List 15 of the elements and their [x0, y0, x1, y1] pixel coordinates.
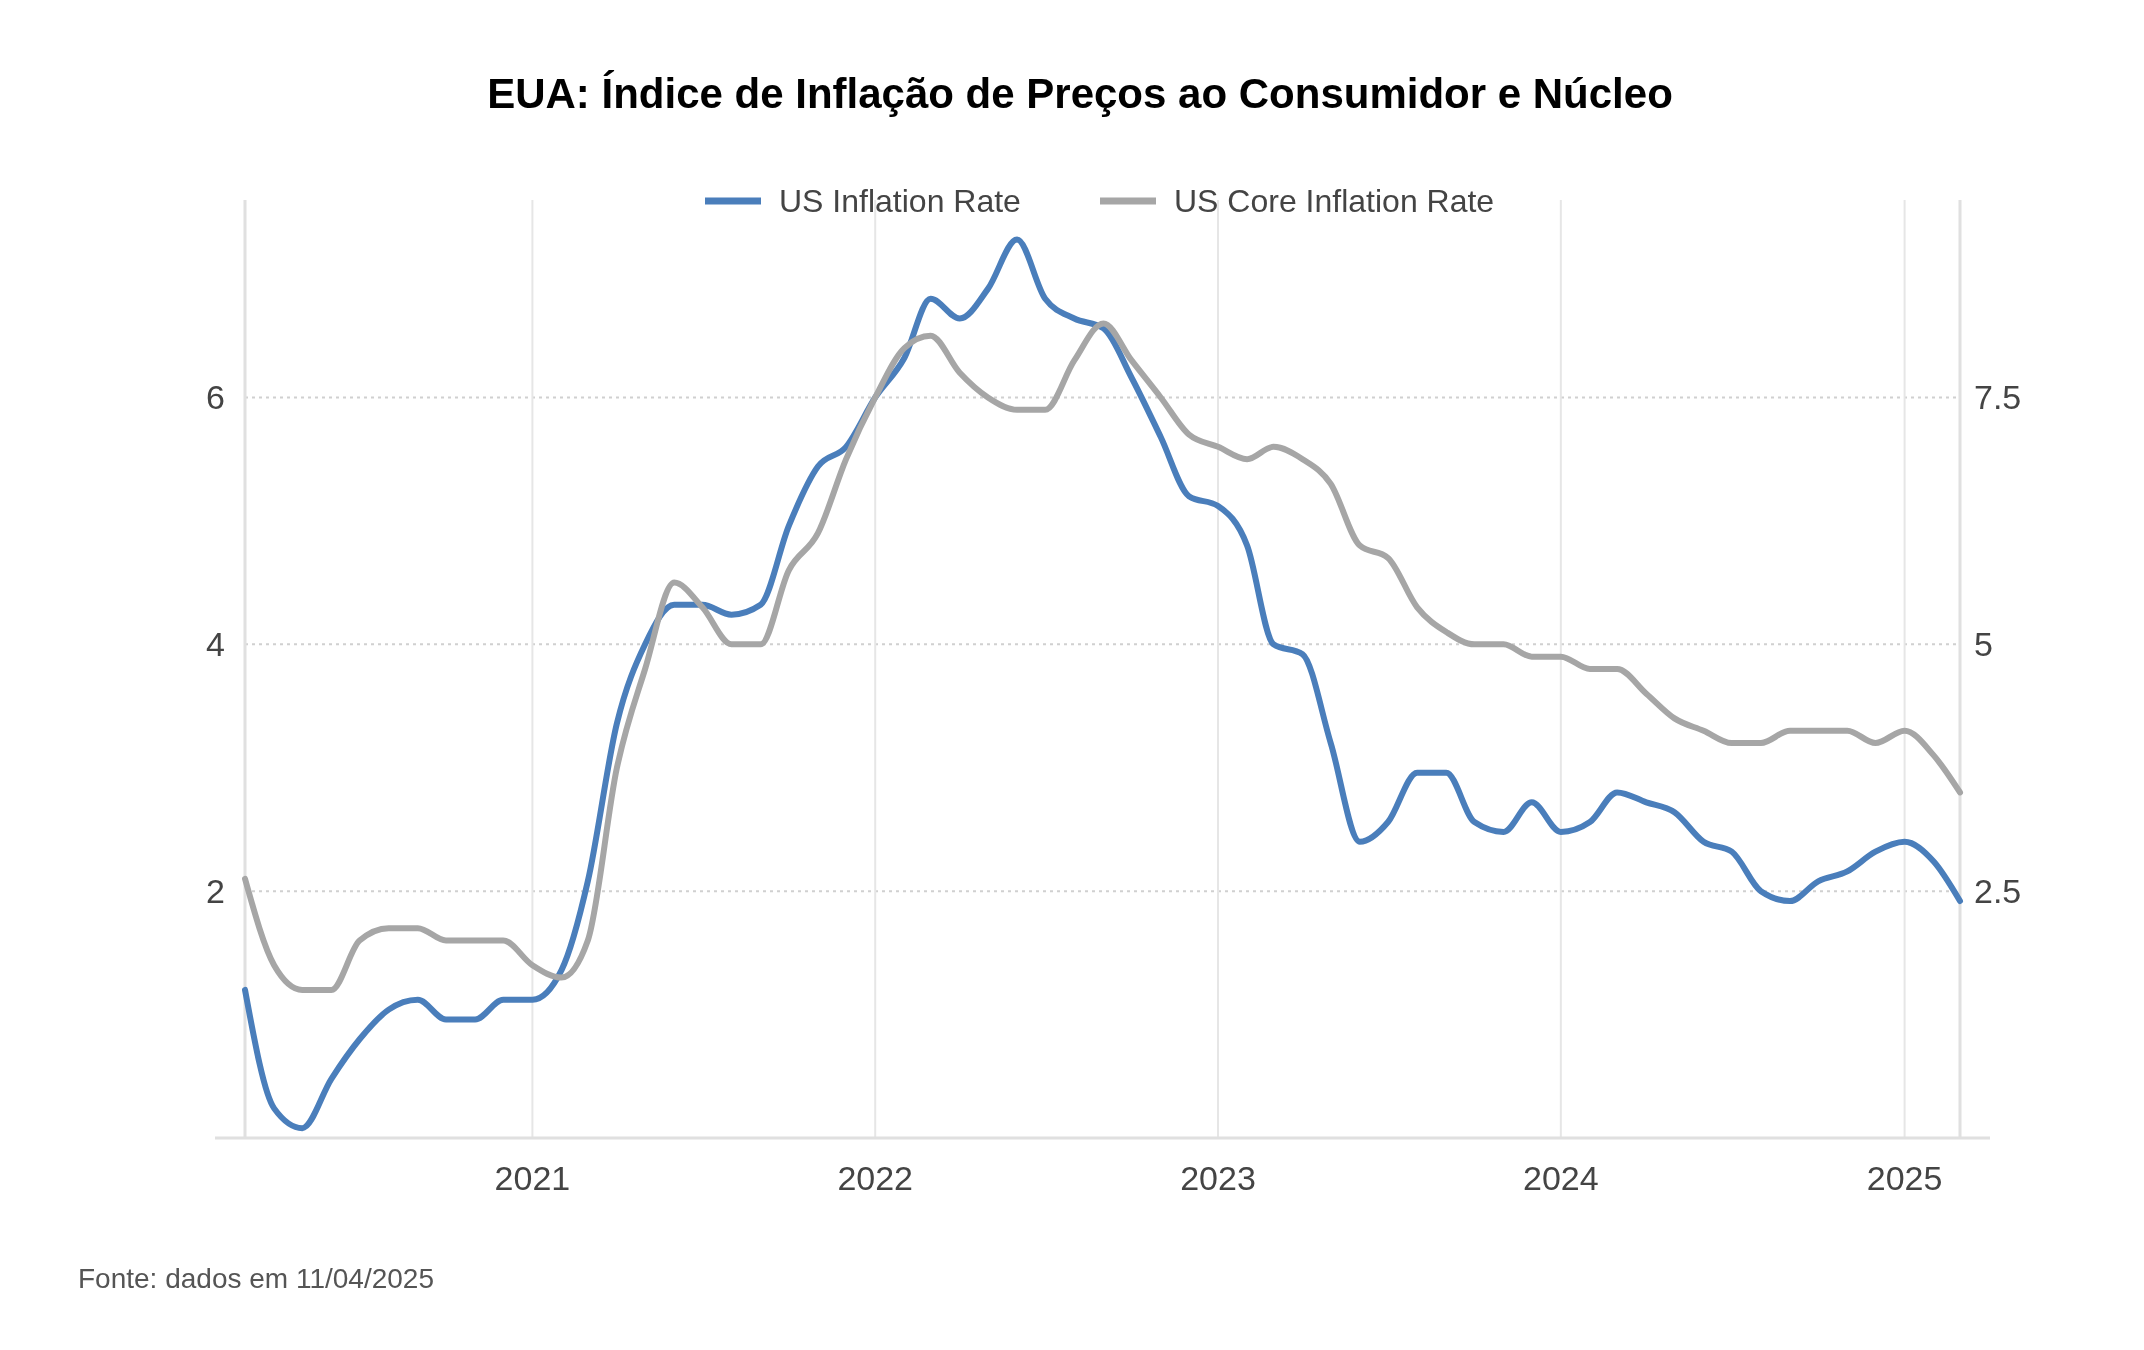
legend-label: US Core Inflation Rate — [1174, 183, 1495, 220]
y2-tick-label: 5 — [1974, 625, 1993, 664]
y-tick-label: 6 — [206, 378, 225, 417]
x-tick-label: 2025 — [1866, 1159, 1943, 1197]
x-tick-label: 2024 — [1523, 1159, 1599, 1197]
legend-label: US Inflation Rate — [779, 183, 1021, 220]
y2-tick-label: 7.5 — [1974, 378, 2022, 417]
chart-title: EUA: Índice de Inflação de Preços ao Consumidor e Núcleo — [487, 70, 1673, 117]
x-tick-label: 2021 — [494, 1159, 571, 1197]
source-note: Fonte: dados em 11/04/2025 — [78, 1263, 434, 1294]
y-tick-label: 2 — [206, 872, 225, 911]
y-tick-label: 4 — [206, 625, 225, 664]
x-tick-label: 2022 — [837, 1159, 914, 1197]
y2-tick-label: 2.5 — [1974, 872, 2022, 911]
x-tick-label: 2023 — [1180, 1159, 1256, 1197]
